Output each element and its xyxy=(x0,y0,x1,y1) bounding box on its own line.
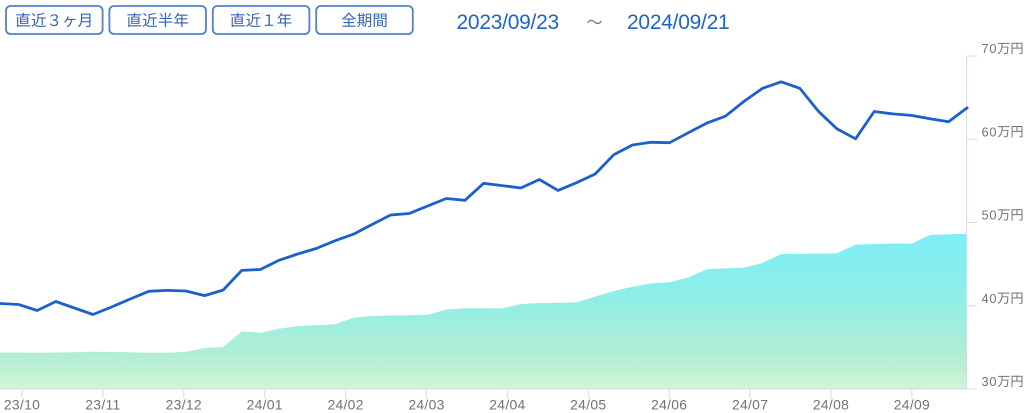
svg-text:24/06: 24/06 xyxy=(651,397,687,413)
svg-text:24/02: 24/02 xyxy=(327,397,363,413)
svg-text:24/08: 24/08 xyxy=(813,397,849,413)
svg-text:70: 70 xyxy=(982,41,998,56)
svg-text:30: 30 xyxy=(982,374,998,389)
svg-text:40: 40 xyxy=(982,291,998,306)
svg-text:24/07: 24/07 xyxy=(732,397,768,413)
svg-text:24/09: 24/09 xyxy=(894,397,930,413)
svg-text:2023/09/23: 2023/09/23 xyxy=(457,11,559,34)
svg-text:2024/09/21: 2024/09/21 xyxy=(627,11,729,34)
svg-text:60: 60 xyxy=(982,124,998,139)
svg-text:24/03: 24/03 xyxy=(408,397,444,413)
svg-text:23/12: 23/12 xyxy=(166,397,202,413)
svg-text:23/11: 23/11 xyxy=(85,397,120,413)
svg-text:23/10: 23/10 xyxy=(4,397,40,413)
svg-text:24/01: 24/01 xyxy=(247,397,283,413)
svg-text:50: 50 xyxy=(982,208,998,223)
svg-text:24/05: 24/05 xyxy=(570,397,606,413)
svg-text:24/04: 24/04 xyxy=(489,397,525,413)
